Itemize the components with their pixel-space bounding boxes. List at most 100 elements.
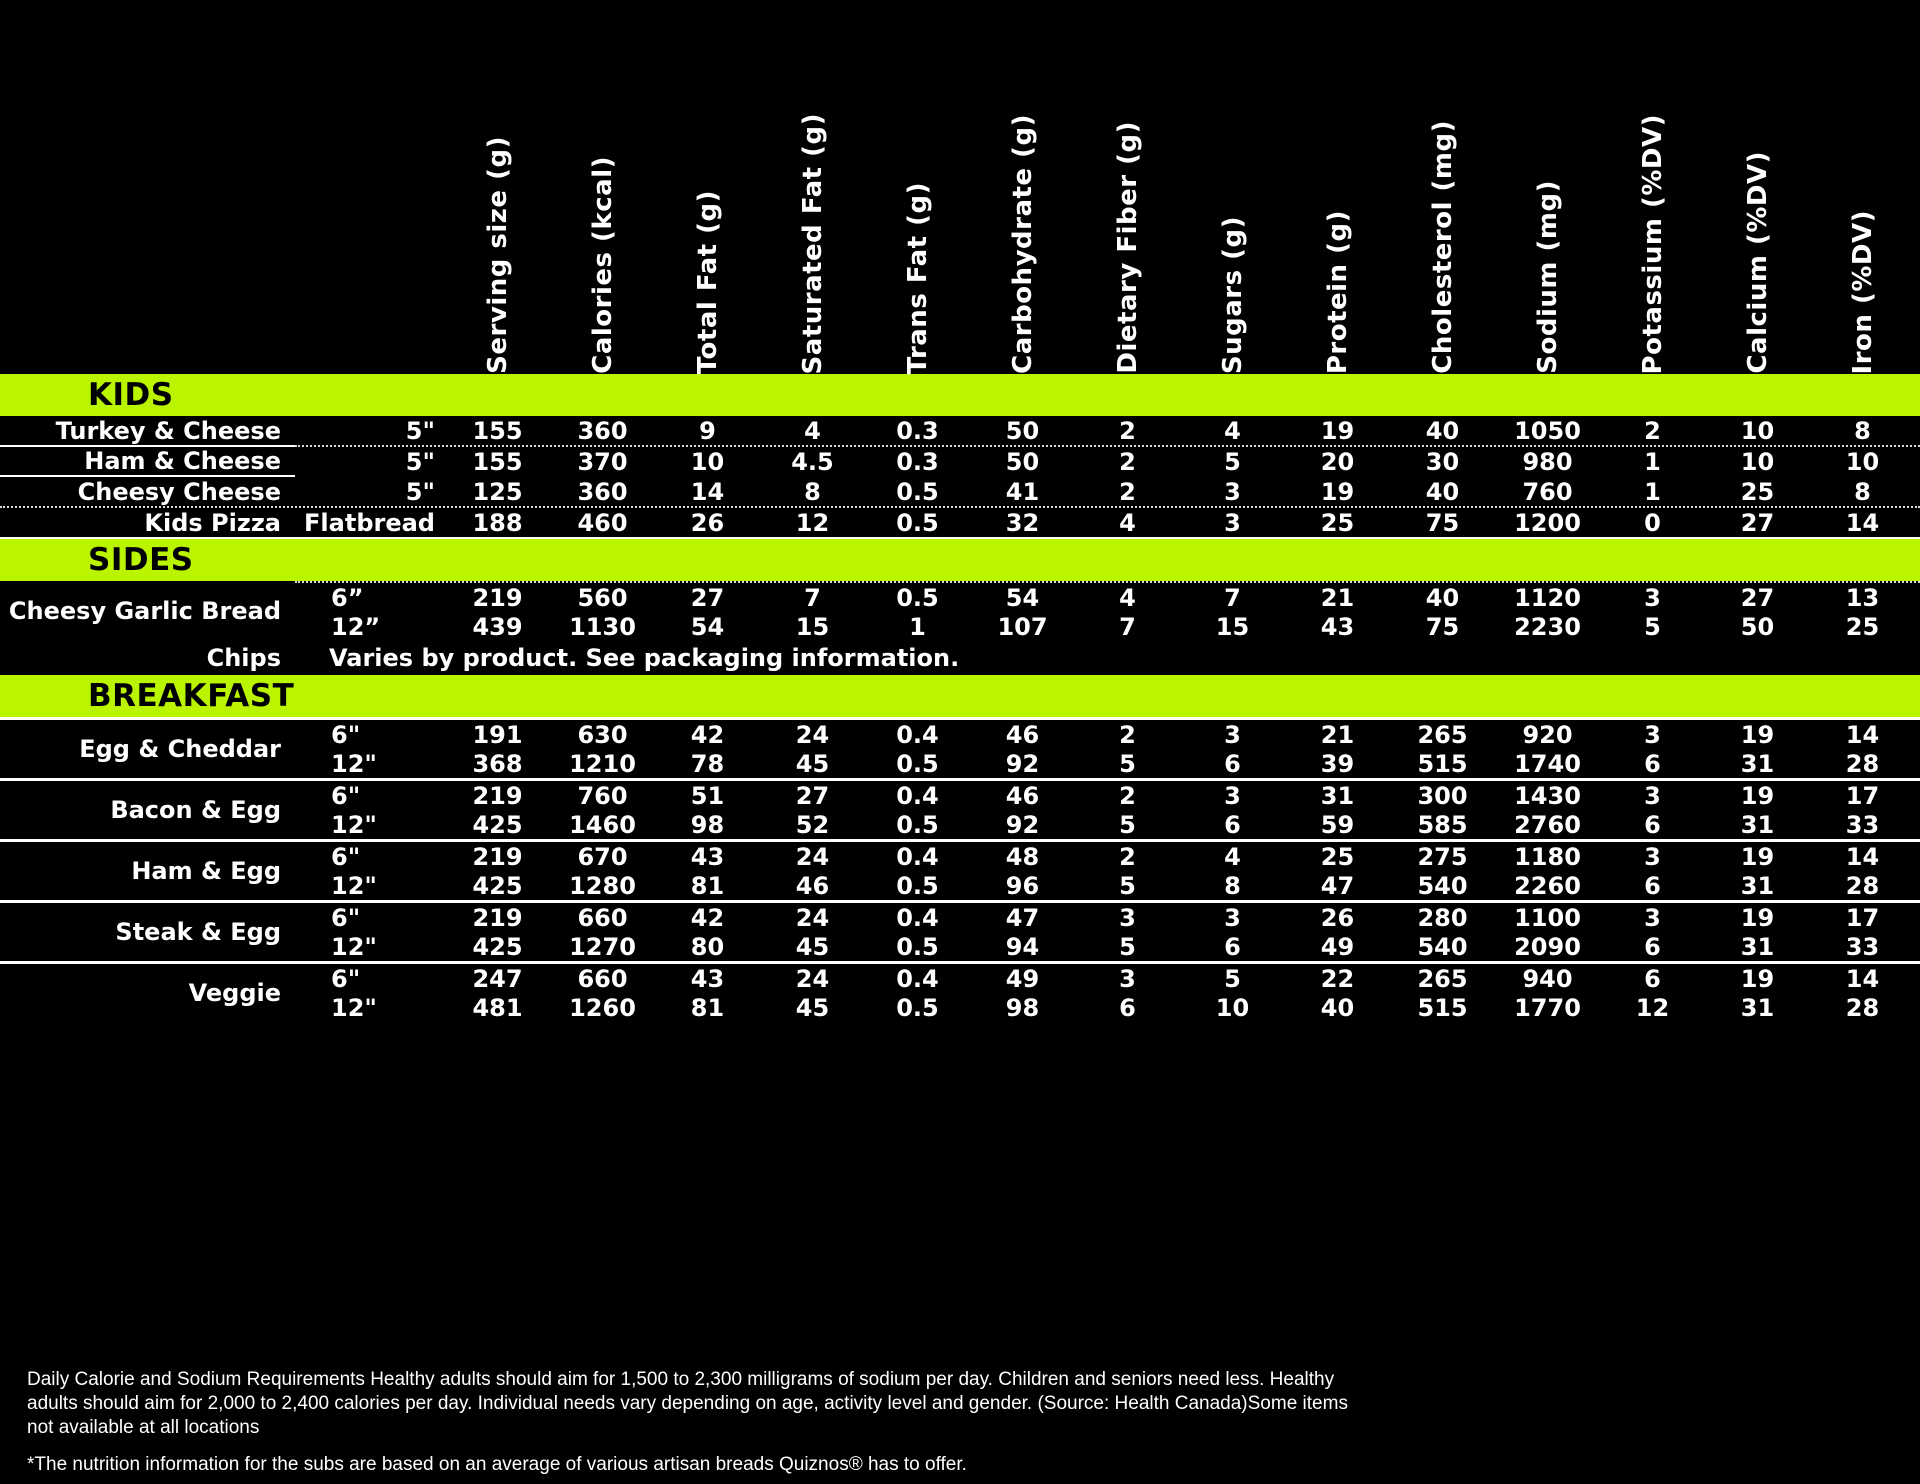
value-cell: 19 (1320, 477, 1355, 506)
column-header: Sodium (mg) (1495, 0, 1600, 384)
value-cell: 8 (1224, 871, 1241, 900)
footer: Daily Calorie and Sodium Requirements He… (27, 1368, 1367, 1478)
column-header: Protein (g) (1285, 0, 1390, 384)
value-cell: 19 (1740, 842, 1775, 871)
value-cell: 14 (1845, 720, 1880, 749)
value-cell: 1200 (1514, 508, 1581, 537)
value-cell: 360 (577, 416, 628, 445)
item-rows: 5" 155 370 10 4.5 0.3 50 2 5 20 30 980 1 10 10 (295, 447, 1920, 477)
footer-disclaimer: Daily Calorie and Sodium Requirements He… (27, 1369, 1348, 1439)
value-cell: 6 (1644, 932, 1661, 961)
column-header-label: Calories (kcal) (587, 156, 618, 374)
item-label: Ham & Cheese (0, 447, 295, 477)
item-rows: 6" 219 660 42 24 0.4 47 3 3 26 280 1100 3 19 17 12" 425 1… (295, 903, 1920, 961)
value-cell: 24 (795, 842, 830, 871)
value-cell: 125 (472, 477, 523, 506)
value-cell: 21 (1320, 583, 1355, 612)
value-cell: 25 (1320, 508, 1355, 537)
value-cell: 515 (1417, 749, 1468, 778)
size-cell: 6" (331, 842, 361, 871)
value-cell: 439 (472, 612, 523, 641)
value-cell: 5 (1119, 749, 1136, 778)
value-cell: 15 (1215, 612, 1250, 641)
value-cell: 280 (1417, 903, 1468, 932)
item-rows: 6" 219 670 43 24 0.4 48 2 4 25 275 1180 3 19 14 12" 425 1… (295, 842, 1920, 900)
value-cell: 0 (1644, 508, 1661, 537)
size-cell: 5" (405, 477, 435, 506)
value-cell: 155 (472, 447, 523, 476)
nutrition-row: Flatbread 188 460 26 12 0.5 32 4 3 25 75 1200 0 27 14 (295, 508, 1920, 537)
column-header: Trans Fat (g) (865, 0, 970, 384)
section-header-bar: BREAKFAST (0, 675, 1920, 717)
section-sides: SIDES Cheesy Garlic Bread 6” 219 560 27 7 0.5 54… (0, 539, 1920, 675)
menu-item-group: Bacon & Egg 6" 219 760 51 27 0.4 46 2 3 31 300 1430 3… (0, 781, 1920, 842)
value-cell: 3 (1224, 508, 1241, 537)
value-cell: 6 (1224, 932, 1241, 961)
value-cell: 540 (1417, 932, 1468, 961)
nutrition-row: 5" 155 360 9 4 0.3 50 2 4 19 40 1050 2 10 8 (295, 416, 1920, 445)
value-cell: 2 (1119, 477, 1136, 506)
item-rows: 5" 125 360 14 8 0.5 41 2 3 19 40 760 1 25 8 (295, 477, 1920, 506)
value-cell: 24 (795, 720, 830, 749)
value-cell: 2760 (1514, 810, 1581, 839)
value-cell: 3 (1644, 903, 1661, 932)
value-cell: 31 (1740, 810, 1775, 839)
value-cell: 7 (1224, 583, 1241, 612)
value-cell: 1050 (1514, 416, 1581, 445)
value-cell: 481 (472, 993, 523, 1022)
nutrition-row: 6” 219 560 27 7 0.5 54 4 7 21 40 1120 3 27 13 (295, 583, 1920, 612)
value-cell: 1460 (569, 810, 636, 839)
size-cell: 12" (331, 749, 377, 778)
value-cell: 1100 (1514, 903, 1581, 932)
item-label: Turkey & Cheese (0, 416, 295, 447)
value-cell: 21 (1320, 720, 1355, 749)
value-cell: 4 (1224, 416, 1241, 445)
value-cell: 0.5 (896, 749, 939, 778)
nutrition-row: 6" 191 630 42 24 0.4 46 2 3 21 265 920 3 19 14 (295, 720, 1920, 749)
section-title: KIDS (88, 377, 174, 413)
value-cell: 5 (1119, 932, 1136, 961)
column-header: Serving size (g) (445, 0, 550, 384)
menu-item-group: Turkey & Cheese 5" 155 360 9 4 0.3 50 2 4 19 40 1050… (0, 416, 1920, 447)
value-cell: 43 (1320, 612, 1355, 641)
value-cell: 155 (472, 416, 523, 445)
section-kids: KIDS Turkey & Cheese 5" 155 360 9 4 0.3 50 2 4 19 40… (0, 374, 1920, 539)
value-cell: 0.5 (896, 993, 939, 1022)
column-headers: Serving size (g) Calories (kcal) Total Fat… (0, 0, 1920, 374)
value-cell: 49 (1320, 932, 1355, 961)
value-cell: 191 (472, 720, 523, 749)
value-cell: 1740 (1514, 749, 1581, 778)
value-cell: 0.3 (896, 447, 939, 476)
value-cell: 1 (909, 612, 926, 641)
value-cell: 3 (1644, 781, 1661, 810)
value-cell: 33 (1845, 932, 1880, 961)
value-cell: 425 (472, 932, 523, 961)
value-cell: 3 (1224, 477, 1241, 506)
menu-item-group: Egg & Cheddar 6" 191 630 42 24 0.4 46 2 3 21 265 920… (0, 720, 1920, 781)
value-cell: 12 (1635, 993, 1670, 1022)
size-cell: 6" (331, 781, 361, 810)
size-cell: 5" (405, 447, 435, 476)
column-header-label: Dietary Fiber (g) (1112, 121, 1143, 374)
menu-item-group: Kids Pizza Flatbread 188 460 26 12 0.5 32 4 3 25 75… (0, 508, 1920, 539)
value-cell: 2 (1644, 416, 1661, 445)
value-cell: 3 (1119, 903, 1136, 932)
value-cell: 10 (1215, 993, 1250, 1022)
value-cell: 31 (1740, 932, 1775, 961)
value-cell: 2230 (1514, 612, 1581, 641)
value-cell: 50 (1005, 416, 1040, 445)
value-cell: 188 (472, 508, 523, 537)
nutrition-row: 5" 125 360 14 8 0.5 41 2 3 19 40 760 1 25 8 (295, 477, 1920, 506)
value-cell: 43 (690, 842, 725, 871)
value-cell: 5 (1644, 612, 1661, 641)
value-cell: 6 (1644, 871, 1661, 900)
value-cell: 27 (690, 583, 725, 612)
section-title: SIDES (88, 542, 194, 578)
nutrition-row: 12" 368 1210 78 45 0.5 92 5 6 39 515 1740 6 31 28 (295, 749, 1920, 778)
value-cell: 92 (1005, 810, 1040, 839)
value-cell: 48 (1005, 842, 1040, 871)
value-cell: 40 (1425, 416, 1460, 445)
nutrition-row: 6" 219 660 42 24 0.4 47 3 3 26 280 1100 3 19 17 (295, 903, 1920, 932)
value-cell: 47 (1320, 871, 1355, 900)
value-cell: 4.5 (791, 447, 834, 476)
